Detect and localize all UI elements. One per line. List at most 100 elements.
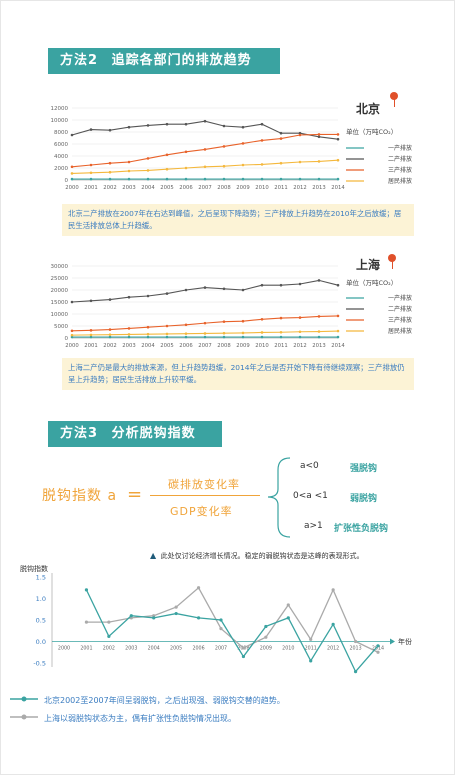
data-point: [89, 299, 93, 303]
legend-label: 三产排放: [388, 166, 412, 174]
beijing-unit: 单位（万吨CO₂）: [346, 128, 398, 136]
data-point: [298, 330, 302, 334]
data-point: [84, 588, 89, 592]
x-tick-label: 2013: [349, 646, 361, 652]
data-point: [165, 332, 169, 336]
data-point: [203, 148, 207, 151]
data-point: [317, 279, 321, 282]
legend-label: 三产排放: [388, 316, 412, 324]
x-tick-label: 2005: [170, 646, 182, 652]
data-point: [279, 177, 283, 181]
data-point: [174, 605, 178, 609]
formula-fraction-line: [150, 495, 260, 496]
data-point: [165, 122, 169, 126]
x-tick-label: 2008: [217, 343, 231, 349]
data-point: [129, 614, 133, 618]
beijing-pin-stem: [394, 98, 395, 107]
formula-caption-text: 此处仅讨论经济增长情况。稳定的弱脱钩状态是达峰的表现形式。: [160, 552, 364, 560]
data-point: [353, 639, 358, 644]
data-point: [241, 646, 246, 650]
map-pin-icon: [388, 254, 396, 262]
data-point: [70, 329, 74, 333]
data-point: [279, 161, 283, 165]
data-point: [286, 616, 290, 620]
data-point: [146, 294, 150, 298]
beijing-city-label: 北京: [356, 102, 381, 116]
y-tick-label: 0: [65, 178, 69, 184]
series-line: [71, 120, 339, 140]
formula-numerator: 碳排放变化率: [168, 478, 240, 491]
data-point: [107, 620, 111, 624]
data-point: [336, 137, 340, 141]
data-point: [127, 125, 131, 129]
x-tick-label: 2011: [274, 185, 287, 191]
data-point: [222, 320, 226, 323]
x-tick-label: 2007: [198, 343, 211, 349]
data-point: [89, 333, 93, 337]
data-point: [298, 316, 302, 319]
condition-2: 0<a <1: [293, 491, 328, 501]
x-tick-label: 2003: [122, 185, 135, 191]
x-tick-label: 2010: [255, 185, 269, 191]
data-point: [184, 150, 188, 154]
data-point: [241, 142, 245, 145]
data-point: [203, 119, 207, 123]
condition-2-result: 弱脱钩: [350, 494, 378, 504]
data-point: [298, 133, 302, 137]
shanghai-city-label: 上海: [356, 258, 381, 272]
data-point: [241, 163, 245, 167]
data-point: [279, 316, 283, 320]
y-tick-label: 0.5: [36, 617, 46, 625]
data-point: [127, 335, 131, 339]
data-point: [108, 161, 112, 165]
beijing-note: 北京二产排放在2007年在右达到峰值，之后呈现下降趋势；三产排放上升趋势在201…: [62, 204, 414, 236]
condition-1: a<0: [300, 461, 319, 471]
y-axis-label: 脱钩指数: [20, 564, 48, 573]
data-point: [184, 177, 188, 181]
data-point: [89, 163, 93, 167]
y-tick-label: 15000: [51, 300, 69, 306]
y-tick-label: 12000: [51, 106, 69, 112]
data-point: [317, 177, 321, 181]
data-point: [203, 335, 207, 339]
data-point: [331, 588, 335, 592]
legend-label: 居民排放: [388, 177, 412, 185]
data-point: [127, 333, 131, 336]
legend-label: 居民排放: [388, 327, 412, 335]
data-point: [184, 122, 188, 126]
data-point: [70, 172, 74, 175]
x-tick-label: 2006: [192, 646, 204, 652]
data-point: [89, 329, 93, 332]
x-tick-label: 2004: [141, 185, 155, 191]
y-tick-label: 2000: [54, 166, 68, 172]
x-tick-label: 2005: [160, 343, 173, 349]
data-point: [336, 335, 340, 339]
data-point: [260, 122, 264, 126]
data-point: [219, 618, 223, 622]
data-point: [108, 333, 112, 336]
x-tick-label: 2000: [58, 646, 70, 652]
method3-title-bar: 方法3 分析脱钩指数: [48, 421, 222, 447]
x-tick-label: 2011: [305, 646, 317, 652]
data-point: [241, 654, 246, 659]
x-tick-label: 2012: [293, 185, 306, 191]
data-point: [317, 133, 321, 136]
data-point: [353, 670, 358, 674]
data-point: [174, 611, 178, 616]
legend-label: 一产排放: [388, 144, 412, 152]
formula-lhs: 脱钩指数 a: [42, 488, 118, 504]
data-point: [279, 335, 283, 339]
data-point: [203, 332, 207, 335]
series-line: [86, 586, 379, 653]
data-point: [279, 131, 283, 135]
x-tick-label: 2003: [122, 343, 135, 349]
formula-denominator: GDP变化率: [170, 505, 233, 518]
data-point: [165, 177, 169, 181]
y-tick-label: 25000: [51, 276, 69, 282]
x-tick-label: 2009: [236, 185, 249, 191]
data-point: [108, 170, 112, 174]
data-point: [184, 323, 188, 327]
data-point: [241, 331, 245, 335]
data-point: [260, 331, 264, 334]
